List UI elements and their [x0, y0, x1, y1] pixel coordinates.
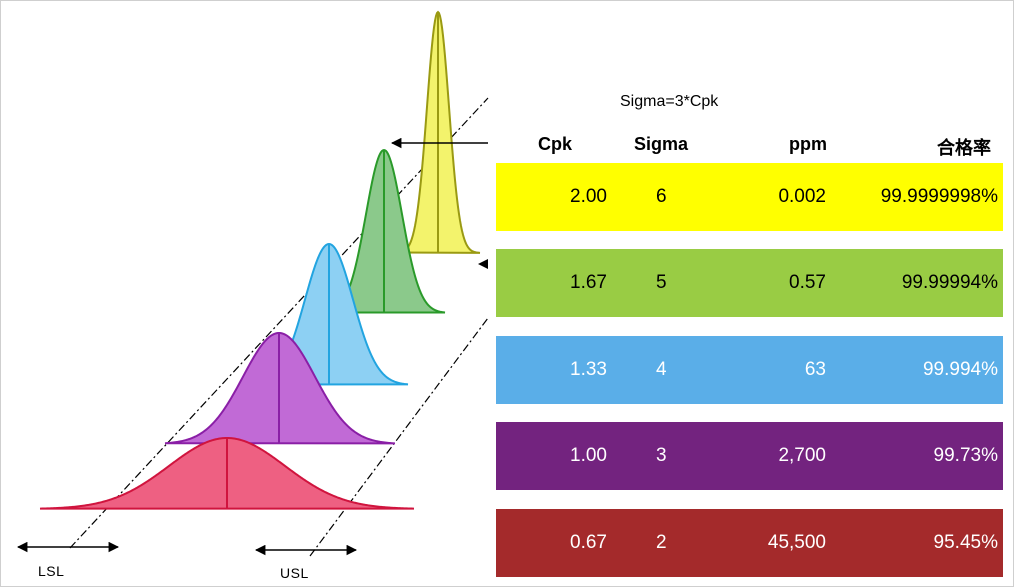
sigma-value: 4: [656, 359, 667, 380]
ppm-value: 63: [804, 359, 826, 380]
sigma-value: 5: [656, 272, 667, 293]
ppm-value: 2,700: [778, 445, 826, 466]
pass-rate-value: 95.45%: [933, 532, 998, 553]
sigma-value: 2: [656, 532, 667, 553]
cpk-value: 0.67: [570, 532, 607, 553]
yellow-distribution-curve: [398, 10, 481, 254]
usl-label: USL: [280, 565, 309, 581]
table-row-cpk-1.67: 1.67 5 0.57 99.99994%: [496, 249, 1003, 317]
sigma-value: 6: [656, 186, 667, 207]
table-row-cpk-1.33: 1.33 4 63 99.994%: [496, 336, 1003, 404]
header-cpk: Cpk: [538, 134, 573, 154]
ppm-value: 0.002: [778, 186, 826, 207]
cpk-value: 1.67: [570, 272, 607, 293]
usl-guide-line: [309, 317, 489, 557]
process-capability-diagram: [16, 10, 489, 557]
header-pass-rate: 合格率: [937, 138, 991, 158]
lsl-label: LSL: [38, 563, 65, 579]
distribution-curves: [39, 10, 481, 510]
table-row-cpk-0.67: 0.67 2 45,500 95.45%: [496, 509, 1003, 577]
pass-rate-value: 99.994%: [922, 359, 998, 380]
formula-label: Sigma=3*Cpk: [620, 93, 719, 110]
pass-rate-value: 99.99994%: [901, 272, 998, 293]
pass-rate-value: 99.9999998%: [880, 186, 998, 207]
cpk-value: 1.00: [570, 445, 607, 466]
cpk-value: 1.33: [570, 359, 607, 380]
table-row-cpk-2.00: 2.00 6 0.002 99.9999998%: [496, 163, 1003, 231]
ppm-value: 0.57: [789, 272, 826, 293]
header-ppm: ppm: [789, 134, 827, 154]
lsl-guide-line: [69, 97, 489, 549]
ppm-value: 45,500: [767, 532, 826, 553]
side-arrow-tip: [478, 259, 488, 269]
header-sigma: Sigma: [634, 134, 689, 154]
pass-rate-value: 99.73%: [933, 445, 998, 466]
table-row-cpk-1.00: 1.00 3 2,700 99.73%: [496, 422, 1003, 490]
cpk-value: 2.00: [570, 186, 607, 207]
sigma-value: 3: [656, 445, 667, 466]
